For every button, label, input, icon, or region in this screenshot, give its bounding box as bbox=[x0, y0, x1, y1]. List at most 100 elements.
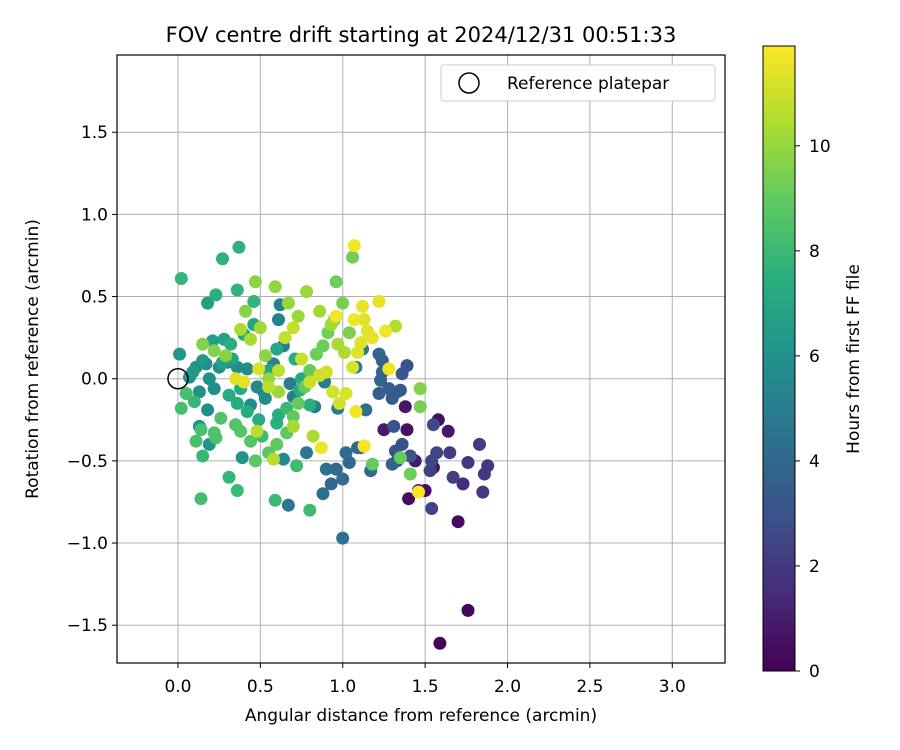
x-tick-label: 1.0 bbox=[329, 677, 356, 697]
colorbar-tick-label: 2 bbox=[809, 557, 820, 577]
scatter-point bbox=[276, 452, 290, 466]
scatter-point bbox=[270, 342, 284, 356]
scatter-point bbox=[244, 332, 257, 346]
scatter-point bbox=[201, 403, 215, 417]
scatter-point bbox=[272, 313, 285, 327]
scatter-point bbox=[359, 403, 373, 417]
scatter-point bbox=[281, 498, 295, 512]
scatter-point bbox=[232, 240, 246, 254]
scatter-point bbox=[278, 331, 292, 345]
scatter-point bbox=[234, 322, 248, 336]
y-axis-label: Rotation from reference (arcmin) bbox=[23, 219, 43, 499]
scatter-point bbox=[179, 387, 193, 400]
scatter-point bbox=[230, 396, 244, 410]
scatter-point bbox=[230, 484, 244, 497]
colorbar-tick-label: 10 bbox=[809, 137, 831, 157]
scatter-point bbox=[216, 252, 229, 266]
scatter-point bbox=[207, 344, 221, 358]
scatter-point bbox=[207, 382, 221, 396]
scatter-point bbox=[303, 398, 317, 412]
scatter-point bbox=[268, 280, 282, 294]
scatter-point bbox=[337, 345, 351, 359]
scatter-point bbox=[395, 367, 409, 381]
scatter-point bbox=[194, 423, 208, 437]
x-tick-label: 1.5 bbox=[412, 677, 439, 697]
scatter-point bbox=[372, 347, 386, 361]
scatter-point bbox=[281, 296, 295, 310]
legend-marker bbox=[458, 72, 480, 94]
colorbar-tick-label: 0 bbox=[809, 662, 820, 682]
scatter-point bbox=[303, 364, 317, 377]
colorbar-gradient bbox=[762, 45, 796, 672]
scatter-point bbox=[196, 449, 210, 463]
scatter-point bbox=[351, 345, 365, 359]
x-tick-label: 2.5 bbox=[576, 677, 603, 697]
x-tick-label: 3.0 bbox=[659, 677, 686, 697]
scatter-point bbox=[286, 321, 300, 335]
scatter-point bbox=[382, 362, 396, 376]
scatter-point bbox=[303, 503, 317, 517]
scatter-point bbox=[258, 391, 272, 405]
scatter-point bbox=[377, 423, 391, 437]
scatter-point bbox=[379, 324, 393, 338]
scatter-point bbox=[339, 387, 353, 400]
scatter-point bbox=[306, 429, 320, 443]
scatter-point bbox=[209, 431, 223, 445]
scatter-point bbox=[174, 401, 188, 415]
scatter-point bbox=[389, 319, 402, 333]
scatter-point bbox=[365, 457, 379, 471]
scatter-point bbox=[441, 424, 455, 438]
legend: Reference platepar bbox=[440, 64, 716, 102]
scatter-point bbox=[339, 446, 353, 460]
scatter-point bbox=[316, 487, 330, 501]
scatter-point bbox=[272, 385, 285, 399]
scatter-point bbox=[413, 400, 427, 414]
x-axis-ticks: 0.0 0.5 1.0 1.5 2.0 2.5 3.0 bbox=[164, 663, 686, 697]
scatter-point bbox=[270, 437, 284, 451]
scatter-point bbox=[196, 354, 210, 368]
x-axis-label: Angular distance from reference (arcmin) bbox=[245, 706, 597, 726]
scatter-point bbox=[244, 434, 257, 448]
scatter-point bbox=[423, 464, 437, 478]
scatter-point bbox=[187, 395, 201, 409]
scatter-point bbox=[425, 502, 439, 515]
scatter-point bbox=[186, 365, 200, 379]
legend-label: Reference platepar bbox=[507, 74, 669, 94]
scatter-point bbox=[347, 239, 361, 253]
scatter-point bbox=[286, 410, 300, 423]
scatter-point bbox=[316, 339, 330, 353]
scatter-point bbox=[248, 454, 262, 468]
scatter-point bbox=[270, 416, 284, 430]
scatter-point bbox=[262, 380, 276, 394]
scatter-point bbox=[456, 477, 470, 491]
colorbar-tick-label: 8 bbox=[809, 242, 820, 262]
scatter-point bbox=[461, 456, 475, 469]
scatter-point bbox=[240, 362, 254, 376]
y-tick-label: 0.0 bbox=[81, 370, 108, 390]
scatter-point bbox=[290, 459, 304, 473]
scatter-point bbox=[209, 288, 223, 302]
chart-title: FOV centre drift starting at 2024/12/31 … bbox=[166, 23, 677, 47]
scatter-point bbox=[189, 434, 203, 448]
scatter-point bbox=[346, 360, 360, 374]
scatter-point bbox=[240, 405, 254, 419]
scatter-point bbox=[357, 439, 371, 453]
scatter-point bbox=[329, 275, 343, 289]
scatter-point bbox=[202, 372, 216, 386]
scatter-point bbox=[342, 456, 356, 469]
scatter-point bbox=[319, 462, 333, 476]
scatter-point bbox=[393, 383, 407, 397]
x-tick-label: 2.0 bbox=[494, 677, 521, 697]
scatter-point bbox=[303, 375, 317, 389]
scatter-point bbox=[324, 477, 338, 491]
scatter-point bbox=[314, 441, 328, 455]
scatter-point bbox=[192, 385, 206, 399]
scatter-point bbox=[403, 467, 417, 481]
scatter-point bbox=[413, 382, 427, 396]
scatter-point bbox=[222, 470, 236, 484]
scatter-point bbox=[356, 299, 369, 313]
y-axis-ticks: −1.5 −1.0 −0.5 0.0 0.5 1.0 1.5 bbox=[67, 123, 117, 636]
scatter-point bbox=[347, 313, 361, 327]
scatter-point bbox=[446, 470, 460, 484]
scatter-point bbox=[329, 309, 343, 323]
